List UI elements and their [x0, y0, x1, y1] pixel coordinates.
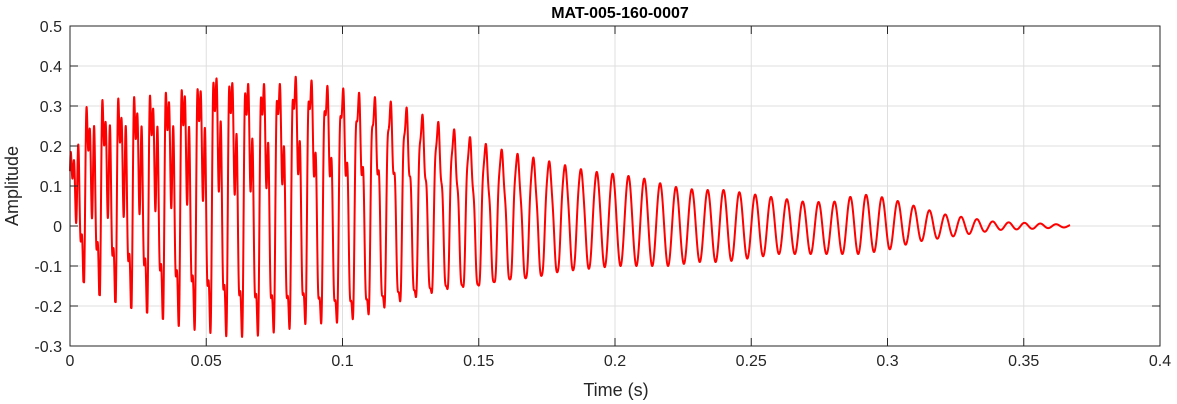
- y-tick-label: 0: [53, 219, 62, 236]
- y-tick-label: -0.2: [34, 299, 62, 316]
- y-tick-label: -0.1: [34, 259, 62, 276]
- y-tick-labels: -0.3 -0.2 -0.1 0 0.1 0.2 0.3 0.4 0.5: [34, 19, 62, 356]
- x-tick-label: 0.2: [604, 353, 626, 370]
- x-tick-label: 0.15: [463, 353, 494, 370]
- signal-line: [69, 75, 1071, 338]
- axis-ticks: [69, 25, 1161, 347]
- y-tick-label: -0.3: [34, 339, 62, 356]
- x-tick-label: 0.1: [331, 353, 353, 370]
- x-axis-label: Time (s): [583, 380, 648, 400]
- y-tick-label: 0.2: [40, 139, 62, 156]
- y-tick-label: 0.5: [40, 19, 62, 36]
- x-tick-label: 0: [66, 353, 75, 370]
- x-tick-label: 0.3: [876, 353, 898, 370]
- y-tick-label: 0.4: [40, 59, 62, 76]
- y-tick-label: 0.1: [40, 179, 62, 196]
- chart-title: MAT-005-160-0007: [551, 5, 689, 22]
- x-tick-label: 0.05: [191, 353, 222, 370]
- signal-plot: [69, 75, 1071, 338]
- x-tick-label: 0.35: [1008, 353, 1039, 370]
- x-tick-labels: 0 0.05 0.1 0.15 0.2 0.25 0.3 0.35 0.4: [66, 353, 1172, 370]
- y-tick-label: 0.3: [40, 99, 62, 116]
- y-axis-label: Amplitude: [2, 146, 22, 226]
- x-tick-label: 0.25: [736, 353, 767, 370]
- x-tick-label: 0.4: [1149, 353, 1171, 370]
